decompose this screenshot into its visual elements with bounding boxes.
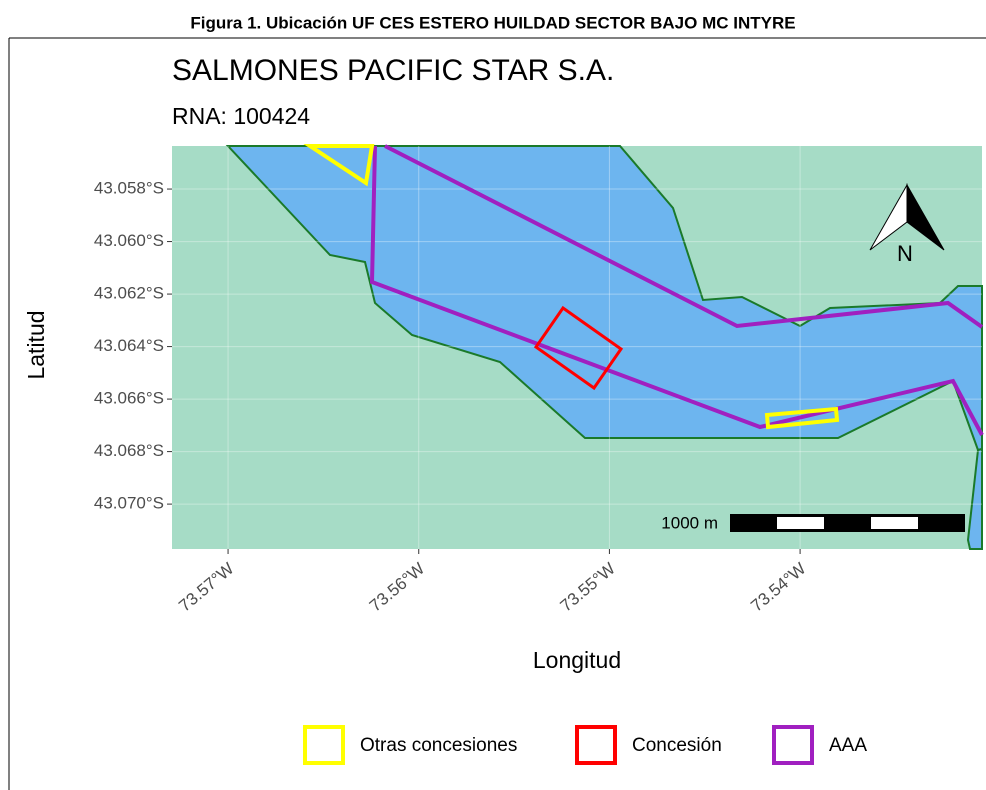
y-axis-label: Latitud: [23, 310, 49, 379]
features: N 1000 m: [303, 144, 984, 532]
legend-label: Otras concesiones: [360, 735, 517, 756]
y-tick-label: 43.060°S: [94, 231, 164, 250]
y-tick-label: 43.068°S: [94, 441, 164, 460]
caption: Figura 1. Ubicación UF CES ESTERO HUILDA…: [190, 13, 795, 32]
legend: Otras concesiones Concesión AAA: [303, 725, 867, 765]
grid: [172, 146, 982, 549]
scale-bar: [871, 517, 918, 529]
x-tick-label: 73.56°W: [366, 559, 428, 616]
x-tick-label: 73.55°W: [557, 559, 619, 616]
north-label: N: [897, 241, 913, 266]
other-concession: [764, 406, 840, 430]
map-panel: [172, 145, 983, 550]
y-tick-label: 43.066°S: [94, 389, 164, 408]
y-tick-label: 43.058°S: [94, 179, 164, 198]
y-tick-label: 43.064°S: [94, 336, 164, 355]
x-axis-label: Longitud: [533, 647, 621, 673]
scale-label: 1000 m: [661, 513, 718, 532]
map-subtitle: RNA: 100424: [172, 103, 310, 129]
legend-label: Concesión: [632, 735, 722, 756]
aaa-line: [369, 145, 984, 436]
x-tick-label: 73.57°W: [175, 559, 237, 616]
y-tick-label: 43.062°S: [94, 284, 164, 303]
water: [966, 447, 983, 550]
scale-bar: [777, 517, 824, 529]
x-tick-label: 73.54°W: [747, 559, 809, 616]
concession: [533, 305, 624, 391]
north-arrow: [906, 183, 945, 251]
legend-key: [575, 725, 617, 765]
aaa-line: [384, 144, 984, 329]
y-tick-label: 43.070°S: [94, 494, 164, 513]
other-concession: [303, 144, 375, 187]
legend-key: [303, 725, 345, 765]
legend-label: AAA: [829, 735, 867, 756]
legend-key: [772, 725, 814, 765]
scale-bar: [730, 514, 965, 532]
map-title: SALMONES PACIFIC STAR S.A.: [172, 54, 614, 87]
